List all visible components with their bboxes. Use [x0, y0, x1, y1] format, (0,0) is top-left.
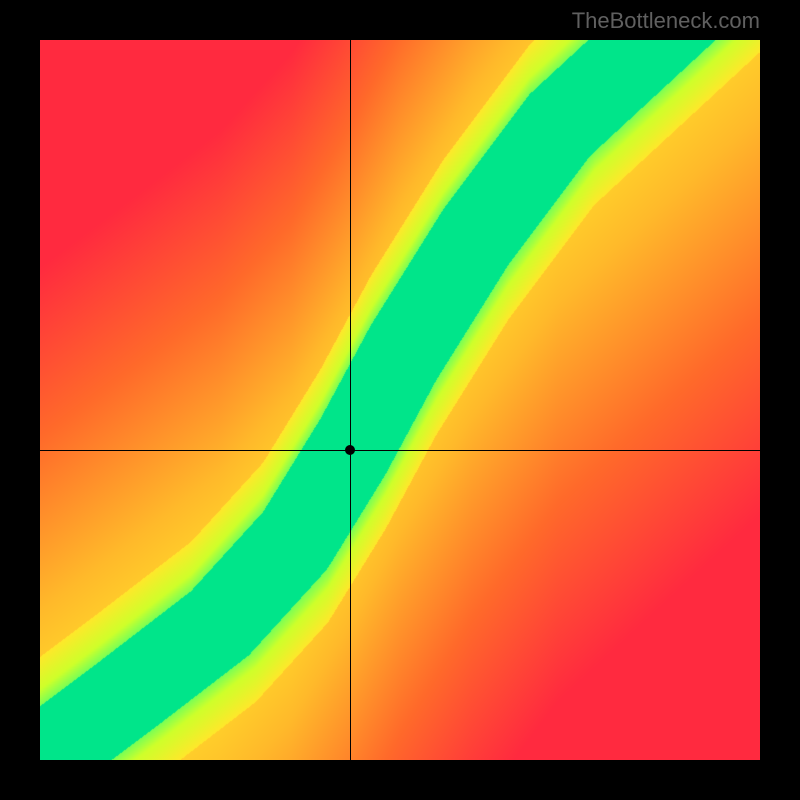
crosshair-horizontal	[40, 450, 760, 451]
heatmap-canvas	[40, 40, 760, 760]
watermark-text: TheBottleneck.com	[572, 8, 760, 34]
heatmap-plot	[40, 40, 760, 760]
selected-point	[345, 445, 355, 455]
crosshair-vertical	[350, 40, 351, 760]
